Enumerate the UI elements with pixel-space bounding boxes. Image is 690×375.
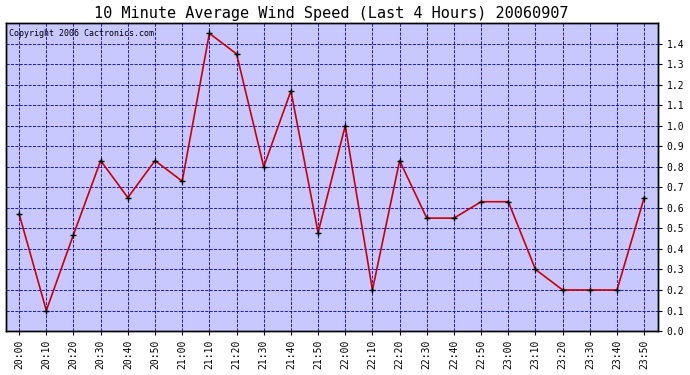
- Title: 10 Minute Average Wind Speed (Last 4 Hours) 20060907: 10 Minute Average Wind Speed (Last 4 Hou…: [95, 6, 569, 21]
- Text: Copyright 2006 Cactronics.com: Copyright 2006 Cactronics.com: [9, 29, 154, 38]
